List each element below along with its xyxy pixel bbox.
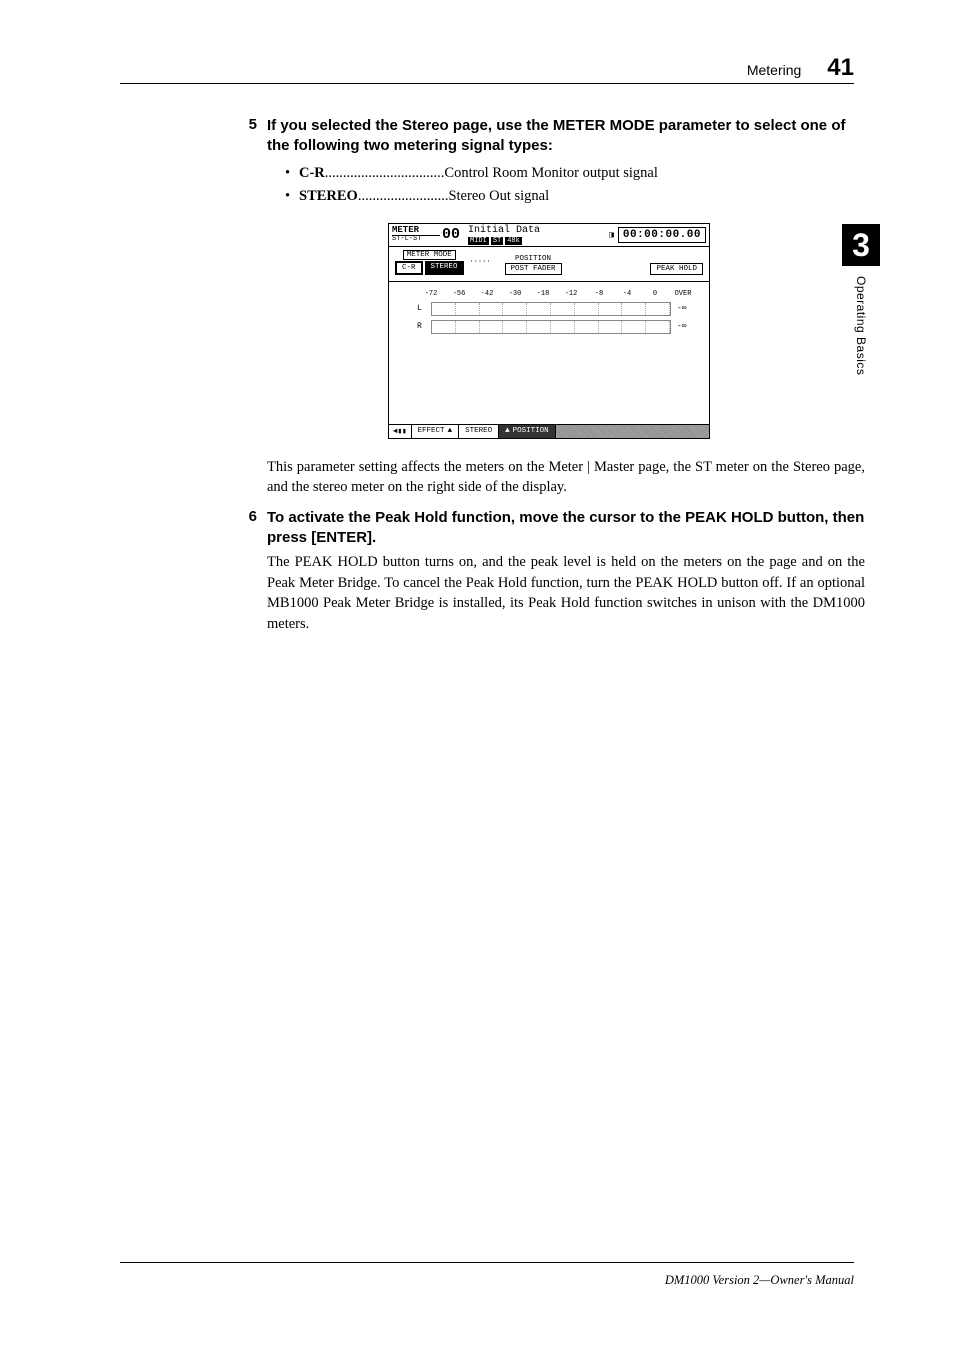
ss-scale-tick: -8 (585, 290, 613, 298)
ss-flag-icon: ◨ (609, 230, 614, 240)
ss-scale-tick: -72 (417, 290, 445, 298)
ss-scale-tick: -18 (529, 290, 557, 298)
step-number: 6 (233, 508, 257, 525)
bullet-icon: • (285, 163, 299, 184)
step-heading: To activate the Peak Hold function, move… (267, 508, 865, 549)
ss-position-group: POSITION POST FADER (505, 255, 562, 275)
page-footer: DM1000 Version 2—Owner's Manual (120, 1262, 854, 1289)
paragraph: The PEAK HOLD button turns on, and the p… (267, 552, 865, 634)
step-heading: If you selected the Stereo page, use the… (267, 116, 865, 157)
step-5: 5 If you selected the Stereo page, use t… (233, 116, 865, 157)
ss-scene-name: Initial Data MIDI ST 48k (462, 225, 609, 245)
ss-meter-l-label: L (417, 304, 431, 313)
ss-peak-hold-button[interactable]: PEAK HOLD (650, 263, 703, 275)
ss-scene-text: Initial Data (468, 225, 609, 236)
bullet-term: C-R (299, 163, 325, 184)
ss-meter-l: L -∞ (417, 302, 697, 316)
ss-tag-midi: MIDI (468, 237, 489, 245)
ss-connector: ····· (470, 258, 491, 266)
ss-scale-tick: -42 (473, 290, 501, 298)
paragraph: This parameter setting affects the meter… (267, 457, 865, 498)
meter-screenshot: METER ST-L-ST 00 Initial Data MIDI ST 48… (388, 223, 710, 439)
list-item: • C-R ................................. … (285, 163, 865, 184)
list-item: • STEREO ......................... Stere… (285, 186, 865, 207)
ss-tag-48k: 48k (505, 237, 522, 245)
ss-tags: MIDI ST 48k (468, 236, 609, 245)
ss-meter-l-val: -∞ (677, 304, 697, 313)
ss-tab-effect[interactable]: EFFECT ▲ (412, 425, 460, 438)
ss-blank-area (389, 352, 709, 424)
bullet-list: • C-R ................................. … (285, 163, 865, 207)
header-page-number: 41 (827, 54, 854, 82)
ss-tab-stereo[interactable]: STEREO (459, 425, 499, 438)
ss-cr-button[interactable]: C-R (395, 261, 423, 275)
ss-meter-l-bar (431, 302, 671, 316)
ss-tab-arrow[interactable]: ◄▮▮ (389, 425, 412, 438)
triangle-icon: ▲ (448, 427, 453, 435)
bullet-leader: ................................. (325, 163, 445, 184)
bullet-desc: Control Room Monitor output signal (444, 163, 657, 184)
ss-tag-st: ST (491, 237, 503, 245)
ss-params: METER MODE C-R STEREO ····· POSITION POS… (389, 247, 709, 282)
ss-tab-filler (556, 425, 709, 438)
main-content: 5 If you selected the Stereo page, use t… (233, 116, 865, 645)
ss-scale-tick: OVER (669, 290, 697, 298)
ss-tab-position[interactable]: ▲ POSITION (499, 425, 556, 438)
ss-stereo-button[interactable]: STEREO (425, 261, 464, 275)
ss-meter-r-val: -∞ (677, 322, 697, 331)
bullet-desc: Stereo Out signal (448, 186, 549, 207)
ss-meter-r-label: R (417, 322, 431, 331)
step-6: 6 To activate the Peak Hold function, mo… (233, 508, 865, 549)
ss-tabs: ◄▮▮ EFFECT ▲ STEREO ▲ POSITION (389, 424, 709, 438)
ss-scale-tick: -30 (501, 290, 529, 298)
ss-scale-tick: -56 (445, 290, 473, 298)
bullet-term: STEREO (299, 186, 358, 207)
header-section: Metering (747, 62, 801, 78)
ss-tab-position-label: POSITION (513, 427, 549, 435)
bullet-icon: • (285, 186, 299, 207)
triangle-icon: ▲ (505, 427, 510, 435)
ss-meter-r-bar (431, 320, 671, 334)
ss-scale-tick: -4 (613, 290, 641, 298)
ss-tab-effect-label: EFFECT (418, 427, 445, 435)
bullet-leader: ......................... (358, 186, 449, 207)
ss-titlebar: METER ST-L-ST 00 Initial Data MIDI ST 48… (389, 224, 709, 247)
ss-scale-tick: 0 (641, 290, 669, 298)
ss-scale-tick: -12 (557, 290, 585, 298)
ss-title-2: ST-L-ST (392, 235, 440, 243)
ss-mode-label: METER MODE (403, 250, 456, 260)
ss-scene-num: 00 (440, 226, 462, 243)
ss-title-1: METER (392, 226, 440, 235)
ss-meter-r: R -∞ (417, 320, 697, 334)
page-header: Metering 41 (120, 54, 854, 84)
ss-scale: -72 -56 -42 -30 -18 -12 -8 -4 0 OVER (417, 290, 697, 298)
ss-title: METER ST-L-ST (392, 226, 440, 243)
step-number: 5 (233, 116, 257, 133)
ss-tab-stereo-label: STEREO (465, 427, 492, 435)
ss-meter-mode: METER MODE C-R STEREO (395, 250, 464, 275)
ss-position-label: POSITION (515, 255, 551, 263)
ss-mode-buttons: C-R STEREO (395, 261, 464, 275)
ss-position-value[interactable]: POST FADER (505, 263, 562, 275)
ss-meter-area: -72 -56 -42 -30 -18 -12 -8 -4 0 OVER L (389, 282, 709, 352)
ss-timecode: 00:00:00.00 (618, 227, 706, 243)
footer-text: DM1000 Version 2—Owner's Manual (665, 1273, 854, 1287)
